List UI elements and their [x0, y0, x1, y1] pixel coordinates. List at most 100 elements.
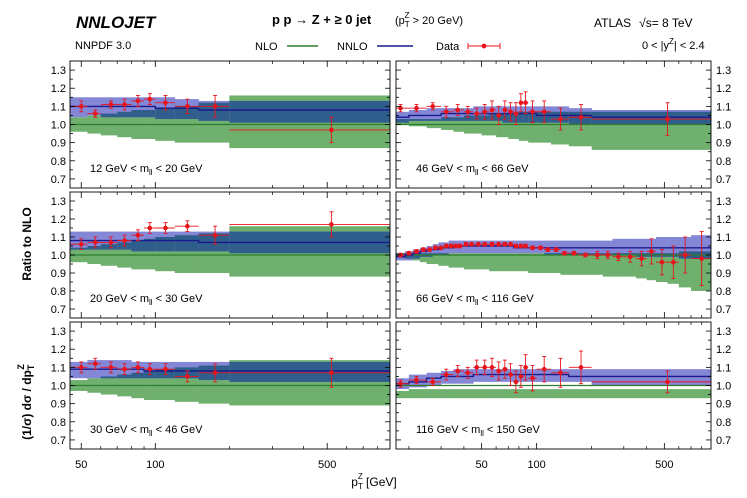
data-marker — [163, 366, 168, 372]
data-point — [155, 95, 175, 111]
data-point — [502, 100, 509, 120]
nlo-band-bin — [473, 389, 482, 399]
y-tick-label: 0.7 — [716, 174, 731, 186]
nnlo-band-bin — [612, 238, 625, 255]
y-tick-label: 1.3 — [716, 196, 731, 208]
data-marker — [78, 241, 84, 247]
data-marker — [616, 254, 621, 260]
data-point — [513, 243, 519, 249]
data-point — [408, 375, 427, 385]
data-point — [408, 104, 427, 113]
nnlo-band-bin — [473, 369, 482, 382]
nnlo-band-bin — [463, 108, 474, 121]
data-point — [117, 98, 132, 111]
data-point — [496, 241, 503, 247]
mass-label-pre: 20 GeV < m — [90, 293, 149, 305]
nlo-band-bin — [469, 253, 476, 270]
y-tick-label: 1.2 — [716, 214, 731, 226]
mass-label-post: < 20 GeV — [153, 163, 204, 175]
data-marker — [427, 247, 433, 252]
data-marker — [659, 259, 665, 265]
nnlo-band-bin — [443, 242, 449, 255]
data-marker — [523, 365, 528, 370]
nlo-band-bin — [441, 389, 454, 399]
data-marker — [421, 247, 426, 252]
y-tick-label: 1.3 — [51, 326, 66, 338]
panel-mass-label: 12 GeV < mll < 20 GeV — [90, 163, 203, 177]
legend-data-marker — [467, 43, 501, 49]
nlo-band-bin — [453, 253, 459, 268]
nlo-band-bin — [691, 251, 711, 291]
nnlo-band-bin — [481, 369, 490, 382]
nlo-band-bin — [536, 253, 545, 273]
y-axis-label-a-main: (1/σ) dσ / dp — [20, 370, 34, 440]
rapidity-sup: Z — [669, 37, 674, 46]
data-marker — [122, 366, 127, 372]
band-overlap-bin — [438, 253, 444, 255]
data-point — [463, 366, 474, 379]
data-marker — [496, 368, 501, 374]
data-marker — [122, 238, 127, 243]
data-marker — [541, 366, 547, 372]
data-point — [560, 250, 569, 256]
data-marker — [78, 365, 84, 370]
band-overlap-bin — [432, 253, 439, 255]
nlo-band-bin — [518, 253, 525, 272]
data-point — [396, 379, 409, 388]
y-tick-label: 0.7 — [51, 435, 66, 447]
legend-nlo-label: NLO — [255, 41, 278, 53]
y-tick-label: 1.3 — [716, 326, 731, 338]
y-tick-label: 1.0 — [716, 120, 731, 132]
data-marker — [438, 245, 444, 251]
data-marker — [530, 109, 535, 115]
band-overlap-bin — [463, 115, 474, 121]
nlo-band-bin — [481, 389, 490, 399]
mass-label-sub: ll — [149, 298, 153, 307]
data-point — [463, 105, 474, 118]
data-point — [453, 243, 458, 249]
data-marker — [665, 379, 670, 385]
nlo-band-bin — [426, 389, 442, 399]
band-overlap-bin — [70, 247, 88, 250]
nlo-band-bin — [513, 389, 520, 399]
process-title: p p → Z + ≥ 0 jet — [272, 12, 372, 27]
nnlo-central-line — [70, 239, 390, 244]
data-point — [481, 241, 490, 247]
band-overlap-bin — [229, 100, 390, 123]
data-point — [591, 102, 711, 136]
nnlo-central-line — [396, 112, 711, 118]
y-tick-label: 0.7 — [716, 435, 731, 447]
data-marker — [482, 241, 488, 247]
data-marker — [538, 245, 543, 251]
data-marker — [414, 249, 419, 254]
nlo-band-bin — [489, 389, 497, 399]
panel-3: 0.7 0.8 0.9 1.0 1.1 1.2 1.3 20 GeV < mll < 30 G… — [51, 191, 391, 319]
y-tick-label: 0.9 — [716, 268, 731, 280]
data-point — [144, 363, 156, 376]
nlo-band-bin — [518, 111, 525, 141]
data-marker — [649, 249, 654, 254]
data-marker — [163, 100, 168, 106]
nlo-band-bin — [502, 253, 509, 272]
x-axis-label-sub: T — [358, 482, 363, 491]
data-marker — [135, 365, 141, 370]
data-point — [198, 363, 230, 383]
nnlo-band-bin — [489, 240, 497, 254]
mass-label-post: < 116 GeV — [479, 293, 535, 305]
data-point — [412, 249, 420, 254]
data-marker — [185, 223, 190, 229]
data-point — [87, 357, 101, 370]
data-marker — [92, 111, 98, 116]
data-point — [536, 356, 552, 383]
nlo-band-bin — [646, 253, 657, 281]
band-overlap-bin — [198, 102, 230, 121]
legend-data-point — [481, 43, 487, 49]
band-overlap-bin — [144, 109, 156, 118]
y-axis-label-b: Ratio to NLO — [20, 207, 34, 280]
data-point — [518, 243, 524, 249]
data-marker — [508, 109, 513, 115]
nnlo-band-bin — [513, 369, 520, 382]
data-point — [568, 350, 592, 385]
nlo-band-bin — [523, 253, 529, 272]
data-point — [508, 363, 514, 386]
